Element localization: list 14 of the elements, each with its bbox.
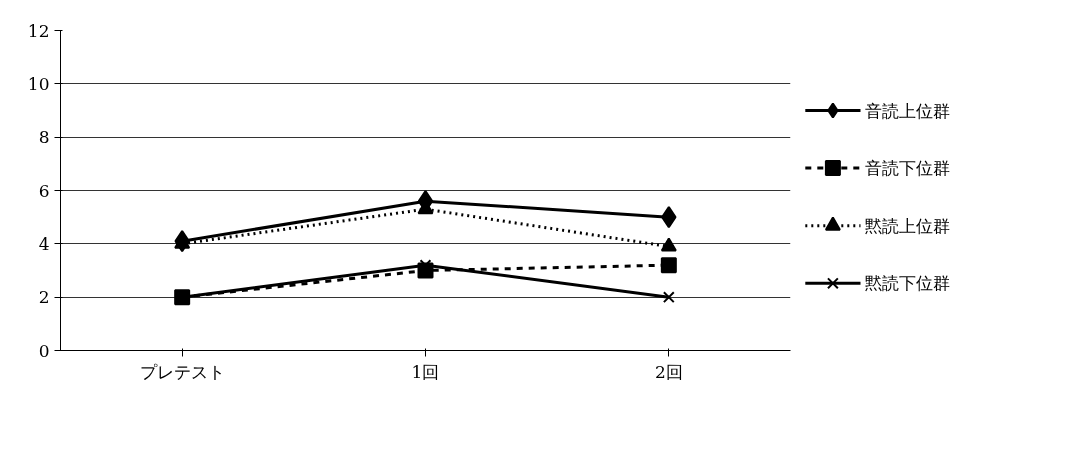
legend-label: 黙読下位群 (865, 273, 951, 294)
y-tick-label: 4 (38, 233, 50, 254)
x-tick-label: プレテスト (139, 361, 225, 382)
x-tick-label: 1回 (411, 361, 440, 382)
x-tick-label: 2回 (654, 361, 683, 382)
y-tick-label: 2 (38, 287, 50, 308)
legend-label: 音読下位群 (865, 158, 951, 179)
y-tick-label: 0 (38, 340, 50, 361)
y-tick-label: 6 (38, 180, 50, 201)
legend-label: 黙読上位群 (865, 215, 951, 236)
y-tick-label: 8 (38, 127, 50, 148)
y-tick-label: 12 (27, 20, 50, 41)
legend-label: 音読上位群 (865, 100, 951, 121)
y-tick-label: 10 (27, 73, 50, 94)
